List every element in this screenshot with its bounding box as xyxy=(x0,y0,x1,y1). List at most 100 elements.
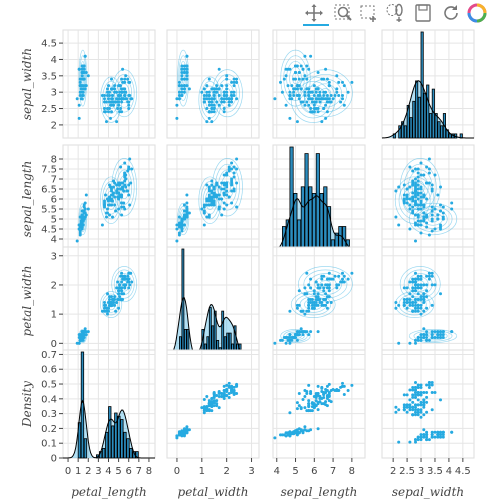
scatter-point[interactable] xyxy=(180,77,184,81)
scatter-point[interactable] xyxy=(422,400,426,404)
scatter-point[interactable] xyxy=(126,100,130,104)
scatter-point[interactable] xyxy=(185,54,189,58)
scatter-point[interactable] xyxy=(123,274,127,278)
scatter-point[interactable] xyxy=(422,292,426,296)
scatter-point[interactable] xyxy=(339,100,343,104)
scatter-point[interactable] xyxy=(290,97,294,101)
scatter-point[interactable] xyxy=(235,77,239,81)
scatter-point[interactable] xyxy=(105,306,108,310)
scatter-point[interactable] xyxy=(127,271,131,275)
scatter-point[interactable] xyxy=(441,430,445,434)
scatter-point[interactable] xyxy=(210,100,214,104)
histogram-bar[interactable] xyxy=(114,412,118,459)
scatter-point[interactable] xyxy=(414,181,417,185)
scatter-point[interactable] xyxy=(84,193,88,197)
scatter-point[interactable] xyxy=(297,431,301,435)
scatter-point[interactable] xyxy=(416,179,420,183)
scatter-point[interactable] xyxy=(230,384,234,388)
scatter-point[interactable] xyxy=(106,87,109,91)
scatter-point[interactable] xyxy=(416,410,420,414)
scatter-point[interactable] xyxy=(419,207,423,211)
scatter-point[interactable] xyxy=(416,309,420,313)
scatter-point[interactable] xyxy=(111,94,114,97)
scatter-point[interactable] xyxy=(182,209,186,213)
scatter-point[interactable] xyxy=(416,391,420,394)
scatter-point[interactable] xyxy=(397,223,401,227)
scatter-point[interactable] xyxy=(320,303,324,307)
scatter-point[interactable] xyxy=(309,286,313,290)
scatter-point[interactable] xyxy=(120,201,124,205)
scatter-point[interactable] xyxy=(425,330,429,334)
scatter-point[interactable] xyxy=(128,157,132,161)
scatter-point[interactable] xyxy=(205,183,209,187)
scatter-point[interactable] xyxy=(110,110,113,114)
scatter-point[interactable] xyxy=(123,175,127,179)
scatter-point[interactable] xyxy=(210,179,214,183)
scatter-point[interactable] xyxy=(77,103,81,107)
scatter-point[interactable] xyxy=(185,64,189,68)
scatter-point[interactable] xyxy=(220,392,224,395)
scatter-point[interactable] xyxy=(301,330,305,334)
scatter-point[interactable] xyxy=(312,303,316,307)
scatter-point[interactable] xyxy=(115,120,119,124)
scatter-point[interactable] xyxy=(422,327,426,331)
scatter-point[interactable] xyxy=(230,179,234,183)
scatter-point[interactable] xyxy=(80,84,84,88)
scatter-point[interactable] xyxy=(408,280,412,284)
scatter-point[interactable] xyxy=(425,338,429,342)
scatter-point[interactable] xyxy=(305,100,309,104)
scatter-point[interactable] xyxy=(177,221,181,225)
scatter-point[interactable] xyxy=(123,161,127,165)
scatter-point[interactable] xyxy=(295,94,299,97)
scatter-point[interactable] xyxy=(120,292,124,296)
scatter-point[interactable] xyxy=(333,94,337,97)
scatter-point[interactable] xyxy=(227,381,231,385)
scatter-point[interactable] xyxy=(182,67,186,71)
scatter-point[interactable] xyxy=(222,90,226,94)
scatter-point[interactable] xyxy=(212,97,216,101)
scatter-point[interactable] xyxy=(425,274,429,278)
scatter-point[interactable] xyxy=(299,87,303,91)
panel-Density-vs-petal_width[interactable] xyxy=(166,349,260,459)
scatter-point[interactable] xyxy=(109,185,112,189)
scatter-point[interactable] xyxy=(182,71,186,74)
scatter-point[interactable] xyxy=(175,223,179,227)
scatter-point[interactable] xyxy=(411,400,415,404)
scatter-point[interactable] xyxy=(217,205,221,209)
scatter-point[interactable] xyxy=(425,433,429,437)
scatter-point[interactable] xyxy=(127,193,131,197)
scatter-point[interactable] xyxy=(80,330,84,334)
scatter-point[interactable] xyxy=(425,306,429,310)
scatter-point[interactable] xyxy=(79,97,83,101)
scatter-point[interactable] xyxy=(235,384,239,388)
scatter-point[interactable] xyxy=(227,103,231,107)
scatter-point[interactable] xyxy=(288,90,292,94)
scatter-point[interactable] xyxy=(439,185,442,189)
scatter-point[interactable] xyxy=(419,438,423,442)
scatter-point[interactable] xyxy=(120,289,124,293)
scatter-point[interactable] xyxy=(433,435,437,439)
scatter-point[interactable] xyxy=(411,195,415,199)
scatter-point[interactable] xyxy=(408,185,412,189)
scatter-point[interactable] xyxy=(450,430,454,434)
scatter-point[interactable] xyxy=(212,90,216,94)
scatter-point[interactable] xyxy=(408,203,412,207)
scatter-point[interactable] xyxy=(394,306,398,310)
histogram-bar[interactable] xyxy=(426,84,430,139)
scatter-point[interactable] xyxy=(416,187,420,191)
scatter-point[interactable] xyxy=(314,90,318,94)
scatter-point[interactable] xyxy=(115,286,119,290)
histogram-bar[interactable] xyxy=(221,310,225,356)
scatter-point[interactable] xyxy=(107,110,110,114)
scatter-point[interactable] xyxy=(327,97,331,101)
scatter-point[interactable] xyxy=(235,157,239,161)
scatter-point[interactable] xyxy=(117,97,121,101)
scatter-point[interactable] xyxy=(123,283,127,287)
scatter-point[interactable] xyxy=(414,271,417,275)
scatter-point[interactable] xyxy=(82,71,86,74)
scatter-point[interactable] xyxy=(127,80,131,84)
scatter-point[interactable] xyxy=(303,103,307,107)
scatter-point[interactable] xyxy=(314,100,318,104)
scatter-point[interactable] xyxy=(316,71,320,74)
scatter-point[interactable] xyxy=(121,90,125,94)
